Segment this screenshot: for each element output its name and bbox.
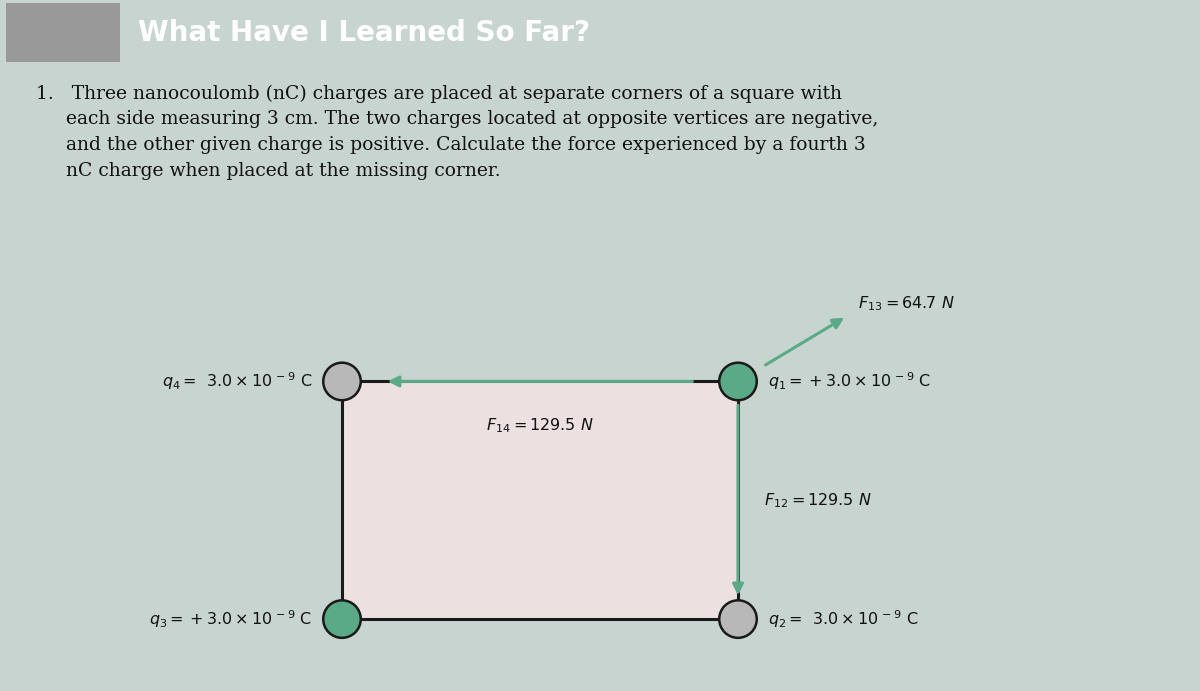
Ellipse shape — [719, 600, 757, 638]
Text: What Have I Learned So Far?: What Have I Learned So Far? — [138, 19, 590, 47]
Text: $q_3 = +3.0 \times 10^{\,-9}$ C: $q_3 = +3.0 \times 10^{\,-9}$ C — [149, 608, 312, 630]
Ellipse shape — [323, 363, 361, 400]
Text: 1.   Three nanocoulomb (nC) charges are placed at separate corners of a square w: 1. Three nanocoulomb (nC) charges are pl… — [36, 84, 878, 180]
Text: $F_{14} = 129.5$ N: $F_{14} = 129.5$ N — [486, 416, 594, 435]
Text: $F_{12} = 129.5$ N: $F_{12} = 129.5$ N — [764, 491, 872, 510]
Text: $F_{13} = 64.7$ N: $F_{13} = 64.7$ N — [858, 294, 955, 313]
Ellipse shape — [323, 600, 361, 638]
Text: $q_4 = \;\, 3.0 \times 10^{\,-9}$ C: $q_4 = \;\, 3.0 \times 10^{\,-9}$ C — [162, 370, 312, 392]
Text: $q_2 = \;\, 3.0 \times 10^{\,-9}$ C: $q_2 = \;\, 3.0 \times 10^{\,-9}$ C — [768, 608, 918, 630]
Ellipse shape — [719, 363, 757, 400]
FancyBboxPatch shape — [6, 3, 120, 62]
Text: $q_1 = +3.0 \times 10^{\,-9}$ C: $q_1 = +3.0 \times 10^{\,-9}$ C — [768, 370, 931, 392]
Polygon shape — [342, 381, 738, 619]
